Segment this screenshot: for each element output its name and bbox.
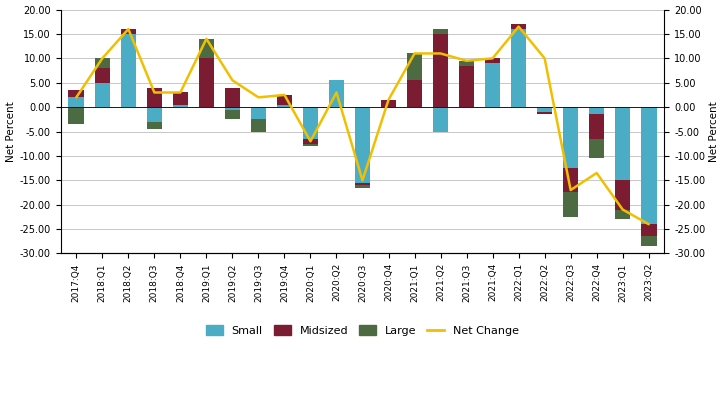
Bar [146, 88, 162, 107]
Bar [199, 39, 214, 58]
Bar [459, 61, 474, 66]
Bar [277, 105, 292, 107]
Bar [120, 29, 136, 34]
Bar [589, 107, 605, 114]
Bar [641, 224, 657, 236]
Bar [615, 180, 631, 210]
Bar [94, 58, 110, 68]
Bar [173, 105, 188, 107]
Bar [251, 107, 266, 119]
Bar [433, 29, 448, 34]
Bar [68, 107, 84, 124]
Bar [641, 107, 657, 224]
Bar [407, 53, 423, 80]
Y-axis label: Net Percent: Net Percent [710, 101, 719, 162]
Bar [563, 107, 579, 168]
Bar [251, 119, 266, 132]
Bar [536, 112, 552, 114]
Bar [407, 80, 423, 107]
Bar [511, 24, 526, 29]
Bar [225, 88, 240, 107]
Bar [173, 93, 188, 105]
Bar [641, 236, 657, 246]
Bar [615, 107, 631, 180]
Bar [563, 192, 579, 217]
Bar [328, 80, 344, 107]
Bar [615, 210, 631, 219]
Bar [302, 139, 318, 144]
Bar [146, 107, 162, 122]
Bar [146, 122, 162, 129]
Bar [485, 63, 500, 107]
Bar [485, 58, 500, 63]
Bar [68, 97, 84, 107]
Bar [302, 144, 318, 146]
Bar [68, 90, 84, 97]
Bar [536, 107, 552, 112]
Bar [302, 107, 318, 139]
Bar [199, 58, 214, 107]
Bar [355, 107, 370, 183]
Bar [277, 95, 292, 105]
Bar [94, 68, 110, 83]
Bar [563, 168, 579, 192]
Legend: Small, Midsized, Large, Net Change: Small, Midsized, Large, Net Change [202, 321, 523, 341]
Bar [433, 34, 448, 107]
Bar [589, 114, 605, 139]
Bar [355, 183, 370, 185]
Bar [120, 34, 136, 107]
Bar [225, 107, 240, 109]
Bar [433, 107, 448, 132]
Bar [94, 83, 110, 107]
Y-axis label: Net Percent: Net Percent [6, 101, 15, 162]
Bar [511, 29, 526, 107]
Bar [225, 109, 240, 119]
Bar [355, 185, 370, 187]
Bar [459, 66, 474, 107]
Bar [381, 100, 397, 107]
Bar [589, 139, 605, 158]
